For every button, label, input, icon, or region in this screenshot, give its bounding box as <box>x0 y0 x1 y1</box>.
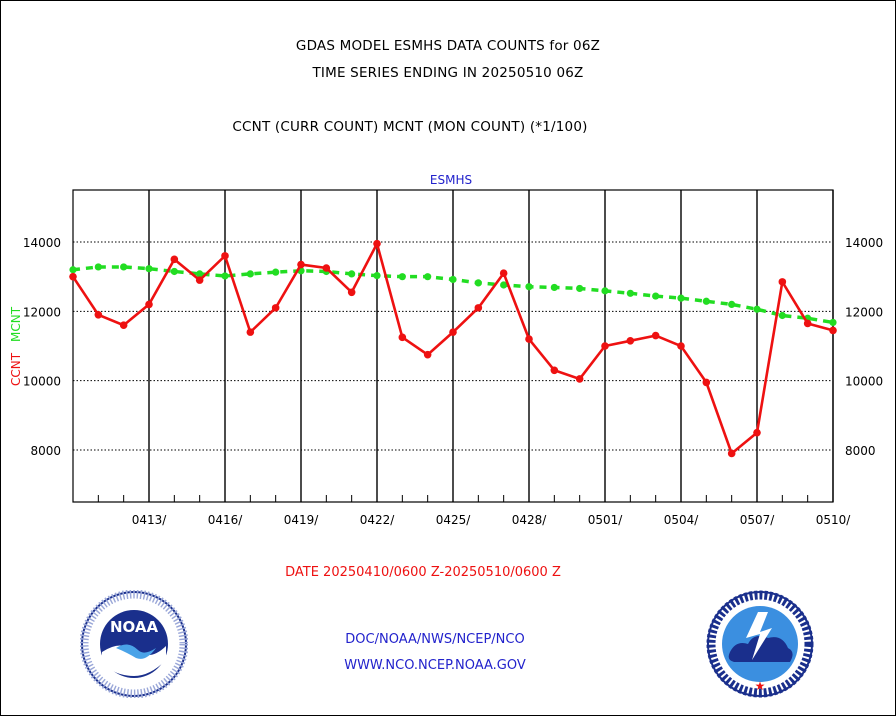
series-point-mcnt <box>449 275 457 284</box>
chart-subtitle: CCNT (CURR COUNT) MCNT (MON COUNT) (*1/1… <box>232 119 588 135</box>
series-point-ccnt <box>119 321 128 330</box>
series-point-ccnt <box>727 449 736 458</box>
series-point-ccnt <box>347 288 356 297</box>
x-tick-label: 0413/ <box>132 513 168 527</box>
series-point-mcnt <box>677 294 685 302</box>
series-point-ccnt <box>525 335 533 343</box>
y-tick-label-right: 8000 <box>845 444 876 458</box>
series-point-ccnt <box>322 264 331 272</box>
x-tick-label: 0419/ <box>284 513 320 527</box>
series-point-ccnt <box>829 326 837 335</box>
series-point-mcnt <box>500 281 508 289</box>
chart-title-line2: TIME SERIES ENDING IN 20250510 06Z <box>312 65 584 81</box>
series-point-mcnt <box>145 265 153 273</box>
series-point-ccnt <box>575 375 584 383</box>
series-point-ccnt <box>626 337 635 345</box>
series-point-ccnt <box>423 350 432 359</box>
x-tick-label: 0504/ <box>664 513 700 527</box>
series-point-ccnt <box>474 304 483 312</box>
x-tick-label: 0507/ <box>740 513 776 527</box>
series-point-mcnt <box>246 270 254 278</box>
series-point-mcnt <box>474 279 482 287</box>
series-point-mcnt <box>576 284 584 293</box>
series-point-ccnt <box>246 328 255 336</box>
noaa-logo-text: NOAA <box>110 618 159 636</box>
y-axis-label-ccnt: CCNT <box>9 352 23 386</box>
x-tick-layer: 0413/0416/0419/0422/0425/0428/0501/0504/… <box>132 513 852 527</box>
series-point-ccnt <box>449 328 457 336</box>
series-point-mcnt <box>702 297 710 305</box>
y-tick-label-left: 10000 <box>23 375 61 389</box>
x-tick-label: 0416/ <box>208 513 244 527</box>
series-point-ccnt <box>94 311 103 319</box>
series-point-ccnt <box>803 319 812 328</box>
x-tick-label: 0422/ <box>360 513 396 527</box>
nws-star-icon: ★ <box>755 679 766 693</box>
series-point-mcnt <box>652 292 660 300</box>
footer-link-doc[interactable]: DOC/NOAA/NWS/NCEP/NCO <box>345 632 525 647</box>
series-point-ccnt <box>499 269 508 278</box>
chart-title-line1: GDAS MODEL ESMHS DATA COUNTS for 06Z <box>295 38 601 54</box>
series-point-mcnt <box>626 289 634 297</box>
y-tick-label-left: 12000 <box>23 305 61 319</box>
y-tick-label-right: 14000 <box>845 236 883 250</box>
series-point-ccnt <box>221 252 229 260</box>
series-point-mcnt <box>728 300 736 308</box>
series-point-ccnt <box>170 255 179 264</box>
series-layer <box>69 239 837 458</box>
series-point-mcnt <box>778 311 786 320</box>
x-tick-label: 0510/ <box>816 513 852 527</box>
x-tick-label: 0428/ <box>512 513 548 527</box>
date-range-label: DATE 20250410/0600 Z-20250510/0600 Z <box>285 565 561 580</box>
series-point-ccnt <box>297 260 305 269</box>
series-point-mcnt <box>753 305 761 313</box>
y-axis-label-mcnt: MCNT <box>9 306 23 342</box>
series-point-ccnt <box>69 272 77 281</box>
series-point-mcnt <box>120 263 128 271</box>
series-point-ccnt <box>778 278 787 286</box>
series-point-ccnt <box>702 378 711 387</box>
series-point-ccnt <box>753 428 761 437</box>
series-point-ccnt <box>601 342 609 350</box>
x-tick-label: 0425/ <box>436 513 472 527</box>
series-point-mcnt <box>94 263 102 271</box>
y-tick-layer: 8000 8000 10000 10000 12000 12000 14000 14000 <box>23 236 883 458</box>
y-tick-label-right: 10000 <box>845 375 883 389</box>
series-point-mcnt <box>424 273 432 281</box>
x-tick-label: 0501/ <box>588 513 624 527</box>
series-point-mcnt <box>373 272 381 280</box>
series-point-mcnt <box>829 318 837 327</box>
series-point-ccnt <box>373 239 381 248</box>
nws-logo: ★ <box>706 590 814 698</box>
series-point-mcnt <box>601 287 609 295</box>
footer-link-nco[interactable]: WWW.NCO.NCEP.NOAA.GOV <box>344 658 526 673</box>
series-point-mcnt <box>69 266 77 274</box>
series-point-mcnt <box>348 270 356 278</box>
series-point-mcnt <box>398 273 406 281</box>
series-point-mcnt <box>196 270 204 278</box>
series-point-mcnt <box>525 283 533 291</box>
series-point-ccnt <box>677 342 685 350</box>
noaa-logo: NOAA <box>80 590 188 698</box>
series-point-ccnt <box>550 366 559 375</box>
plot-frame <box>72 189 834 503</box>
series-point-ccnt <box>398 333 407 342</box>
series-point-ccnt <box>145 300 153 309</box>
y-tick-label-right: 12000 <box>845 305 883 319</box>
series-point-mcnt <box>550 283 558 292</box>
panel-label: ESMHS <box>430 173 472 187</box>
series-point-mcnt <box>221 272 229 280</box>
y-tick-label-left: 14000 <box>23 236 61 250</box>
grid-layer <box>73 190 834 502</box>
y-axis-title: CCNT MCNT <box>9 306 23 386</box>
series-point-mcnt <box>272 268 280 276</box>
series-point-mcnt <box>170 267 178 276</box>
series-point-ccnt <box>271 304 280 312</box>
series-point-ccnt <box>651 331 660 340</box>
series-point-ccnt <box>195 276 204 284</box>
y-tick-label-left: 8000 <box>30 444 61 458</box>
